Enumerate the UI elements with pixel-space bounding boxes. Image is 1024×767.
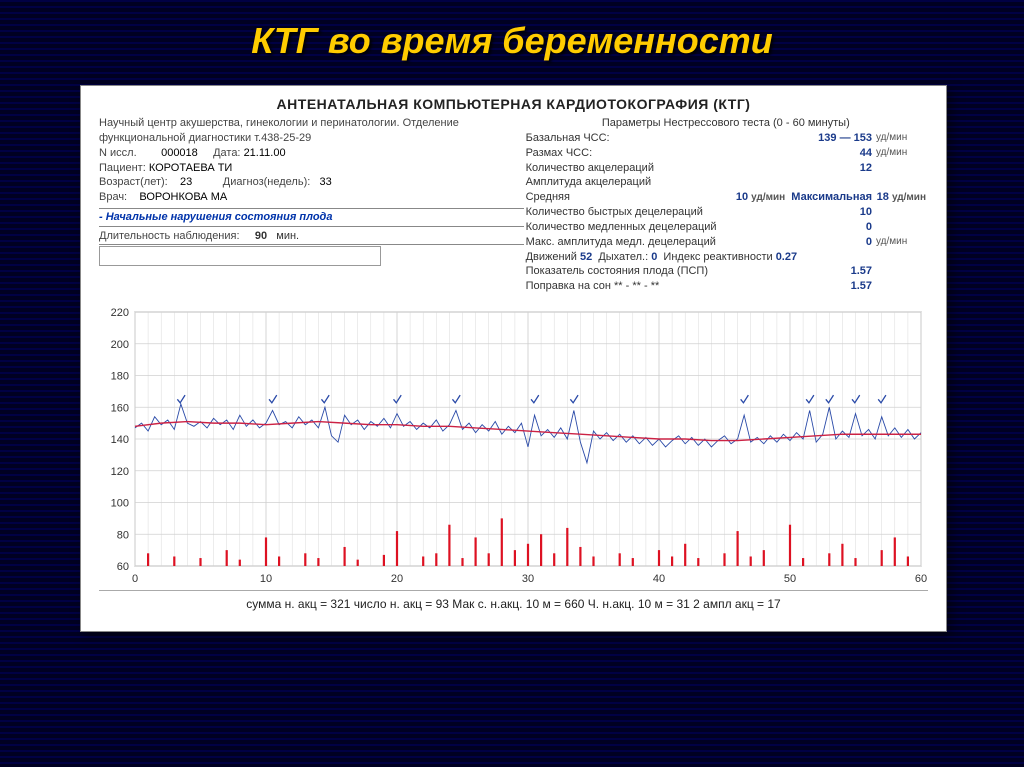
svg-text:60: 60: [117, 561, 129, 573]
age-label: Возраст(лет):: [99, 176, 168, 188]
param-row: Макс. амплитуда медл. децелераций0уд/мин: [524, 235, 928, 250]
fetal-status: - Начальные нарушения состояния плода: [99, 208, 524, 227]
duration-unit: мин.: [276, 230, 299, 242]
duration-value: 90: [255, 230, 267, 242]
ctg-svg: 60 80 100 120 140 160 180 200 220 0 10 20 30 40 50 60: [99, 306, 927, 586]
svg-text:0: 0: [132, 573, 138, 585]
info-right: Параметры Нестрессового теста (0 - 60 ми…: [524, 116, 928, 294]
date-value: 21.11.00: [244, 147, 286, 159]
param-row: Поправка на сон ** - ** - **1.57: [524, 279, 928, 294]
svg-text:200: 200: [111, 339, 129, 351]
params-table: Базальная ЧСС:139 — 153уд/минРазмах ЧСС:…: [524, 131, 928, 294]
svg-text:50: 50: [784, 573, 796, 585]
svg-text:160: 160: [111, 402, 129, 414]
date-label: Дата:: [213, 147, 240, 159]
age-value: 23: [180, 176, 192, 188]
param-row: Количество медленных децелераций0: [524, 220, 928, 235]
param-row: Амплитуда акцелераций: [524, 175, 928, 190]
svg-text:180: 180: [111, 371, 129, 383]
svg-text:140: 140: [111, 434, 129, 446]
duration-label: Длительность наблюдения:: [99, 230, 240, 242]
svg-text:60: 60: [915, 573, 927, 585]
ctg-report: АНТЕНАТАЛЬНАЯ КОМПЬЮТЕРНАЯ КАРДИОТОКОГРА…: [80, 85, 947, 632]
bottom-stats: сумма н. акц = 321 число н. акц = 93 Мак…: [99, 590, 928, 611]
info-block: Научный центр акушерства, гинекологии и …: [81, 116, 946, 294]
patient-label: Пациент:: [99, 162, 146, 174]
svg-text:40: 40: [653, 573, 665, 585]
info-left: Научный центр акушерства, гинекологии и …: [99, 116, 524, 294]
svg-text:120: 120: [111, 466, 129, 478]
doctor-label: Врач:: [99, 191, 127, 203]
empty-box: [99, 246, 381, 266]
param-row: Размах ЧСС:44уд/мин: [524, 146, 928, 161]
param-row: Количество акцелераций12: [524, 161, 928, 176]
patient-name: КОРОТАЕВА ТИ: [149, 162, 233, 174]
slide-title: КТГ во время беременности: [0, 0, 1024, 62]
n-issl-label: N иссл.: [99, 147, 137, 159]
slide: КТГ во время беременности АНТЕНАТАЛЬНАЯ …: [0, 0, 1024, 767]
param-row: Количество быстрых децелераций10: [524, 205, 928, 220]
diag-label: Диагноз(недель):: [223, 176, 311, 188]
param-row: Средняя10 уд/мин Максимальная18 уд/мин: [524, 190, 928, 205]
param-row: Показатель состояния плода (ПСП)1.57: [524, 264, 928, 279]
svg-text:30: 30: [522, 573, 534, 585]
diag-value: 33: [319, 176, 331, 188]
svg-text:20: 20: [391, 573, 403, 585]
param-row: Базальная ЧСС:139 — 153уд/мин: [524, 131, 928, 146]
doctor-name: ВОРОНКОВА МА: [139, 191, 227, 203]
nst-header: Параметры Нестрессового теста (0 - 60 ми…: [524, 116, 928, 131]
report-title: АНТЕНАТАЛЬНАЯ КОМПЬЮТЕРНАЯ КАРДИОТОКОГРА…: [81, 86, 946, 116]
n-issl: 000018: [161, 147, 198, 159]
param-row: Движений 52 Дыхател.: 0 Индекс реактивно…: [524, 250, 928, 265]
svg-text:80: 80: [117, 529, 129, 541]
svg-text:220: 220: [111, 307, 129, 319]
center-info: Научный центр акушерства, гинекологии и …: [99, 116, 524, 146]
ctg-chart: 60 80 100 120 140 160 180 200 220 0 10 20 30 40 50 60: [99, 306, 928, 586]
svg-text:10: 10: [260, 573, 272, 585]
svg-text:100: 100: [111, 498, 129, 510]
